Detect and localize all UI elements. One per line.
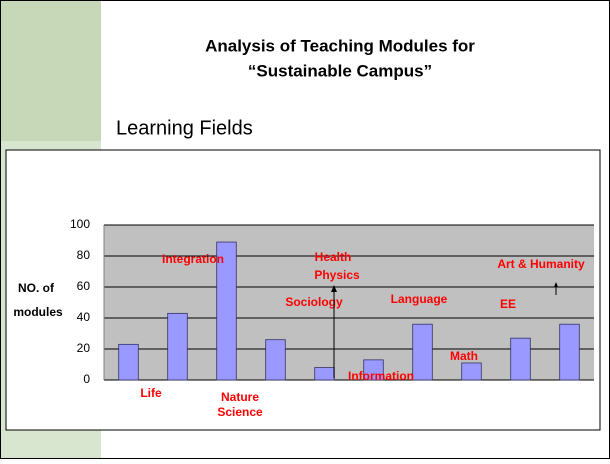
annotation: EE bbox=[500, 297, 516, 311]
y-tick-label: 60 bbox=[77, 279, 91, 293]
arrow-head bbox=[331, 285, 337, 292]
bar bbox=[265, 339, 286, 381]
bar bbox=[314, 367, 335, 381]
slide-title: “Sustainable Campus” bbox=[248, 61, 432, 80]
annotation: Life bbox=[140, 386, 162, 400]
y-tick-label: 20 bbox=[77, 341, 91, 355]
annotation: Language bbox=[391, 292, 448, 306]
bar bbox=[118, 343, 139, 381]
slide-subtitle: Learning Fields bbox=[116, 117, 253, 139]
y-tick-label: 100 bbox=[70, 217, 90, 231]
decor-logo bbox=[1, 1, 101, 141]
y-tick-label: 40 bbox=[77, 310, 91, 324]
annotation: Art & Humanity bbox=[497, 257, 585, 271]
bar bbox=[510, 337, 531, 381]
annotation: Information bbox=[348, 369, 414, 383]
bar bbox=[216, 241, 237, 381]
annotation: Physics bbox=[314, 268, 360, 282]
y-tick-label: 0 bbox=[83, 372, 90, 386]
annotation: Integration bbox=[162, 252, 224, 266]
annotation: Nature bbox=[221, 390, 259, 404]
bar bbox=[412, 323, 433, 381]
y-axis-label: modules bbox=[13, 305, 63, 319]
bar bbox=[167, 312, 188, 381]
bar bbox=[559, 323, 580, 381]
annotation: Science bbox=[217, 405, 263, 419]
y-axis-label: NO. of bbox=[18, 281, 55, 295]
annotation: Math bbox=[450, 349, 478, 363]
annotation: Sociology bbox=[285, 295, 343, 309]
slide-title: Analysis of Teaching Modules for bbox=[205, 36, 475, 55]
bar bbox=[461, 362, 482, 381]
annotation: Health bbox=[315, 250, 352, 264]
bar bbox=[363, 359, 384, 381]
arrow-head bbox=[554, 282, 558, 287]
y-tick-label: 80 bbox=[77, 248, 91, 262]
